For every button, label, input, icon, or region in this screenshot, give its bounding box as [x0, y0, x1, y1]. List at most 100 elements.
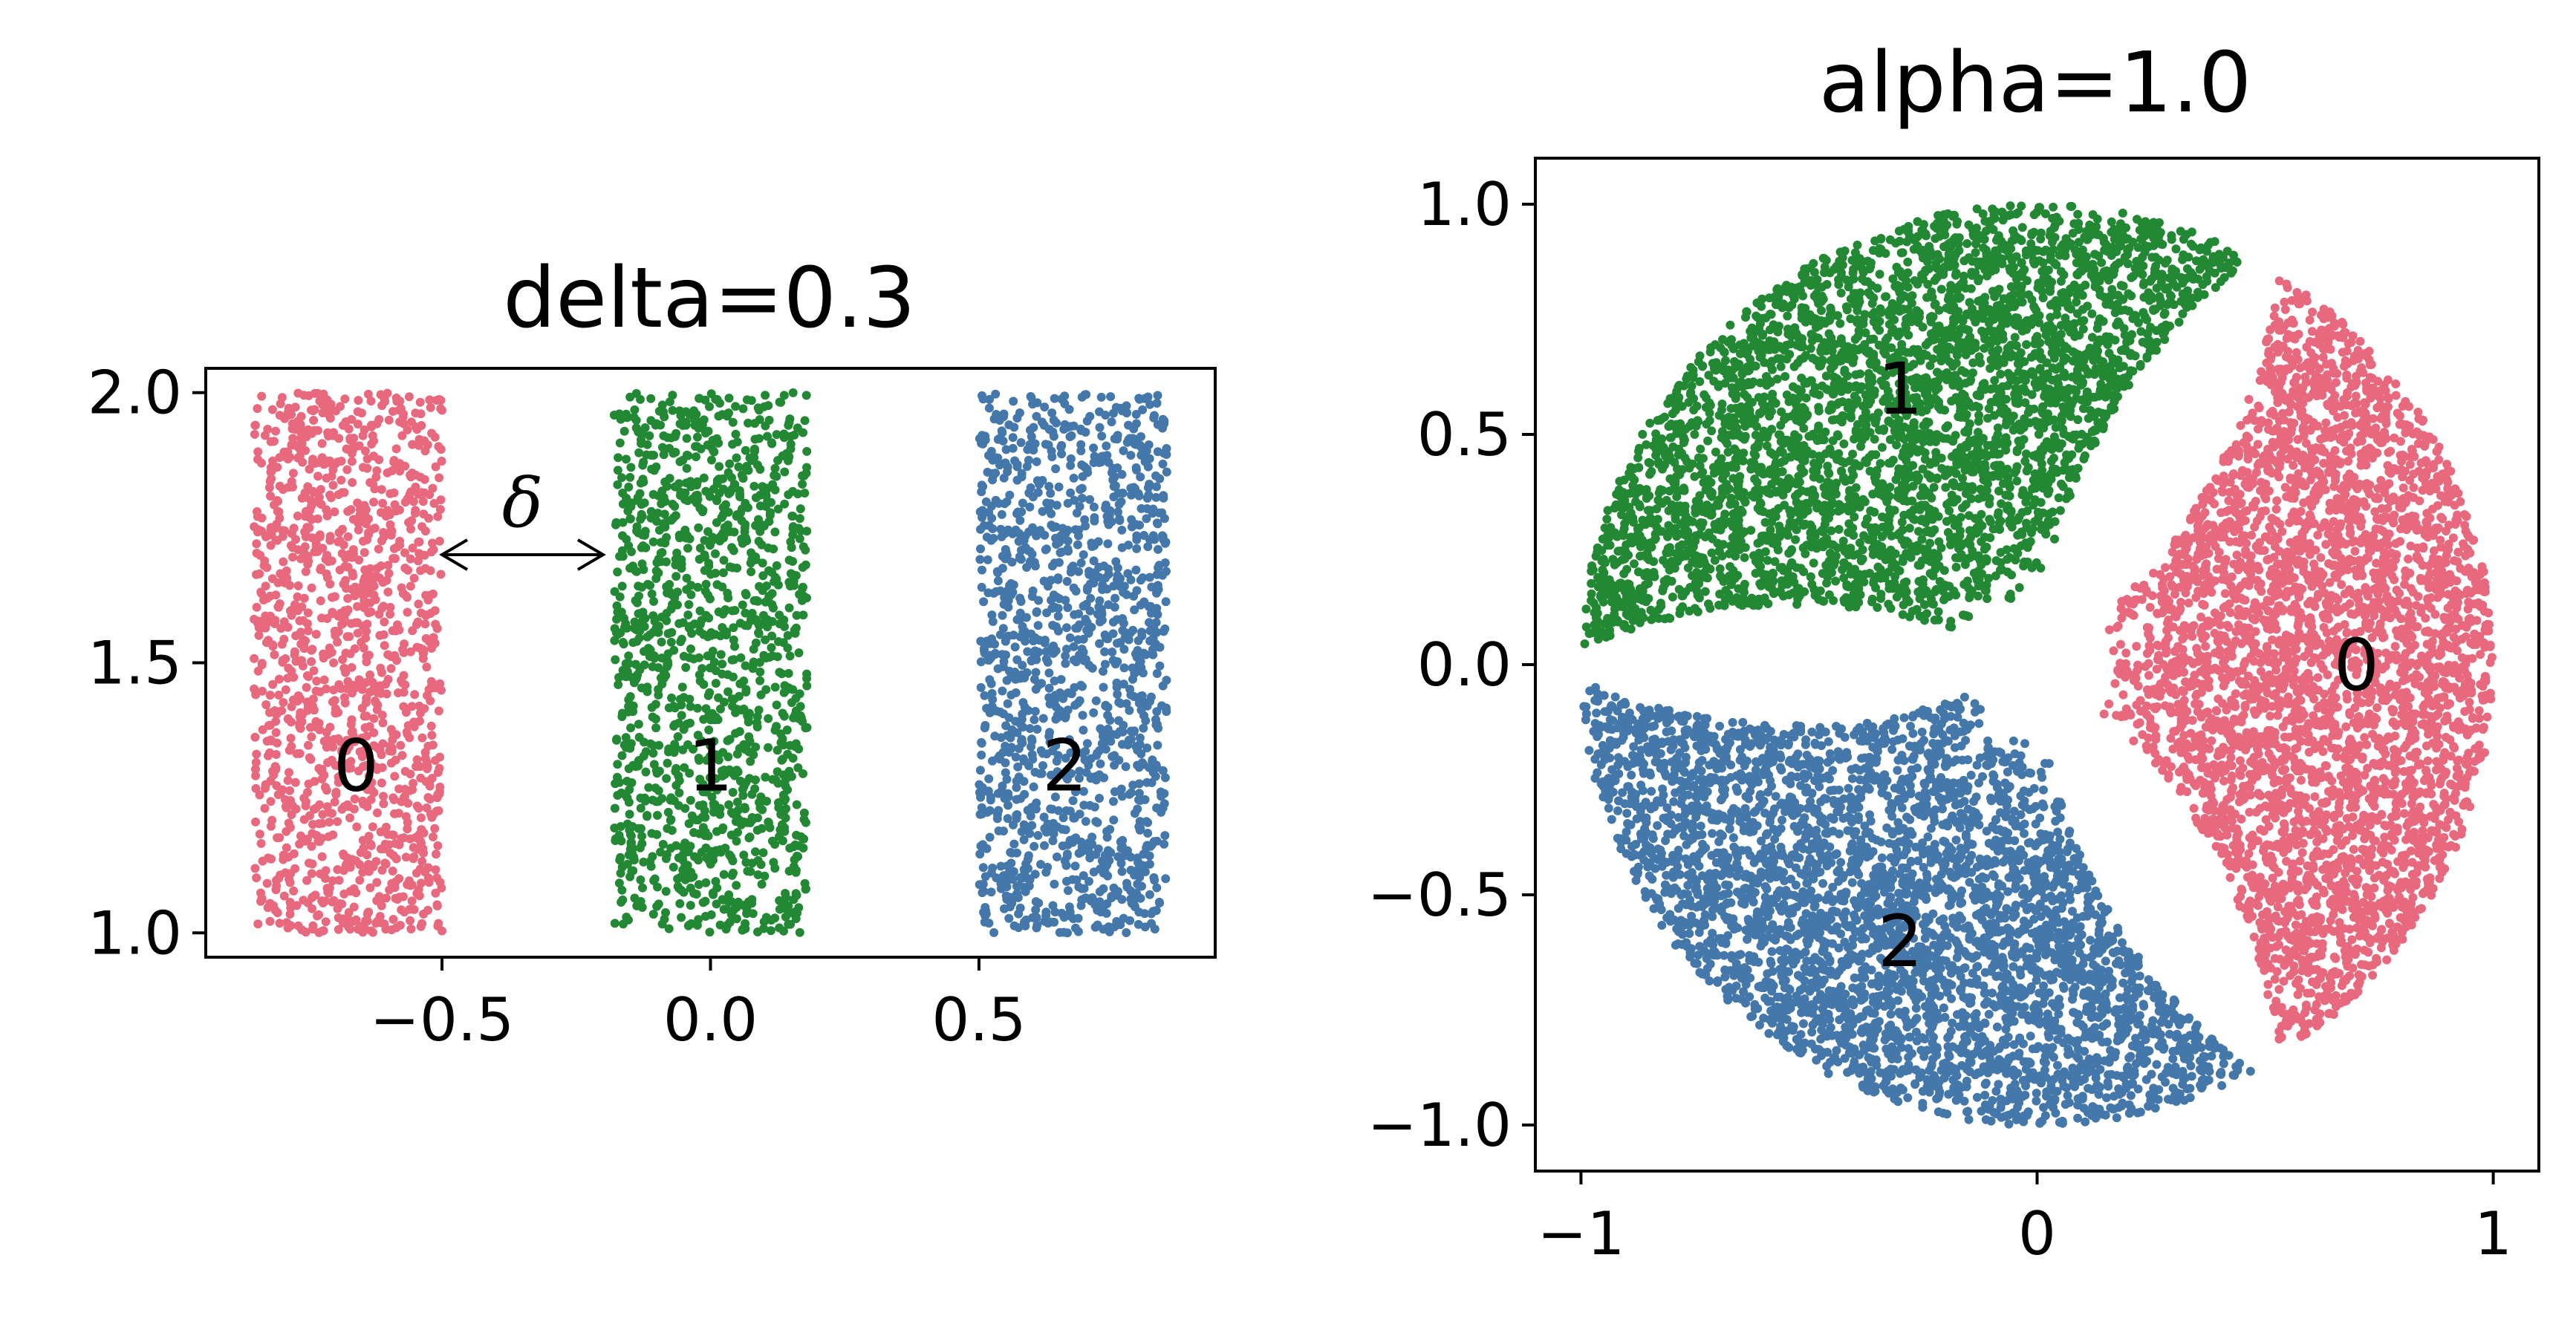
point [386, 849, 395, 858]
point [411, 423, 420, 431]
point [1119, 587, 1128, 597]
point [798, 480, 807, 489]
point [307, 583, 316, 593]
point [304, 740, 313, 750]
point [1061, 861, 1071, 870]
point [403, 607, 412, 617]
point [341, 553, 351, 563]
point [269, 901, 278, 910]
point [1108, 617, 1118, 627]
point [636, 875, 645, 884]
point [610, 803, 619, 813]
point [1004, 913, 1014, 923]
point [700, 831, 709, 841]
point [427, 731, 437, 740]
point [293, 511, 302, 521]
point [1099, 773, 1109, 783]
point [390, 772, 400, 781]
point [767, 498, 775, 507]
point [684, 819, 694, 829]
point [413, 617, 423, 627]
point [1148, 504, 1158, 514]
point [1075, 696, 1084, 705]
point [253, 525, 263, 535]
point [668, 391, 677, 400]
point [747, 567, 756, 576]
point [741, 858, 751, 867]
point [416, 409, 426, 419]
point [315, 725, 325, 734]
point [1019, 835, 1029, 844]
point [319, 770, 329, 780]
delta-series-2 [975, 389, 1171, 938]
point [347, 662, 357, 672]
point [1077, 493, 1087, 503]
point [1162, 676, 1171, 685]
point [406, 581, 415, 591]
point [285, 910, 295, 919]
point [429, 499, 439, 508]
point [301, 567, 310, 576]
point [723, 468, 733, 477]
point [667, 627, 677, 637]
point [726, 910, 736, 919]
point [1016, 597, 1026, 606]
point [700, 535, 709, 545]
point [621, 669, 631, 679]
point [788, 754, 798, 763]
point [369, 714, 379, 723]
point [734, 815, 744, 824]
point [732, 836, 741, 846]
point [629, 678, 639, 688]
point [1151, 471, 1160, 480]
point [997, 426, 1006, 436]
point [331, 406, 341, 416]
point [295, 722, 305, 731]
point [293, 592, 302, 601]
point [401, 708, 411, 717]
point [311, 630, 321, 639]
point [420, 619, 430, 629]
point [1158, 532, 1168, 541]
point [787, 543, 796, 552]
point [1048, 621, 1058, 630]
point [1119, 446, 1128, 455]
delta-symbol: δ [502, 463, 543, 543]
point [754, 705, 764, 715]
point [612, 614, 622, 624]
point [791, 623, 801, 633]
point [1047, 561, 1057, 571]
point [775, 610, 784, 620]
point [1131, 483, 1139, 493]
point [1017, 826, 1027, 836]
point [700, 812, 710, 822]
point [666, 815, 675, 825]
point [692, 442, 702, 451]
point [1154, 584, 1163, 594]
point [682, 463, 692, 473]
point [325, 414, 335, 423]
delta-chart-title: delta=0.3 [503, 250, 916, 347]
point [426, 696, 435, 705]
point [293, 581, 303, 590]
point [262, 878, 272, 888]
point [317, 818, 327, 828]
point [1042, 498, 1052, 508]
point [774, 803, 784, 812]
point [703, 691, 713, 700]
point [618, 552, 628, 561]
point [322, 569, 331, 578]
point [618, 895, 628, 904]
point [1020, 917, 1029, 927]
point [2274, 276, 2284, 286]
point [253, 404, 262, 414]
point [303, 788, 312, 797]
point [302, 682, 311, 692]
point [432, 850, 440, 859]
point [689, 828, 698, 838]
point [727, 870, 737, 880]
point [706, 389, 716, 399]
point [418, 844, 428, 853]
point [764, 818, 773, 827]
